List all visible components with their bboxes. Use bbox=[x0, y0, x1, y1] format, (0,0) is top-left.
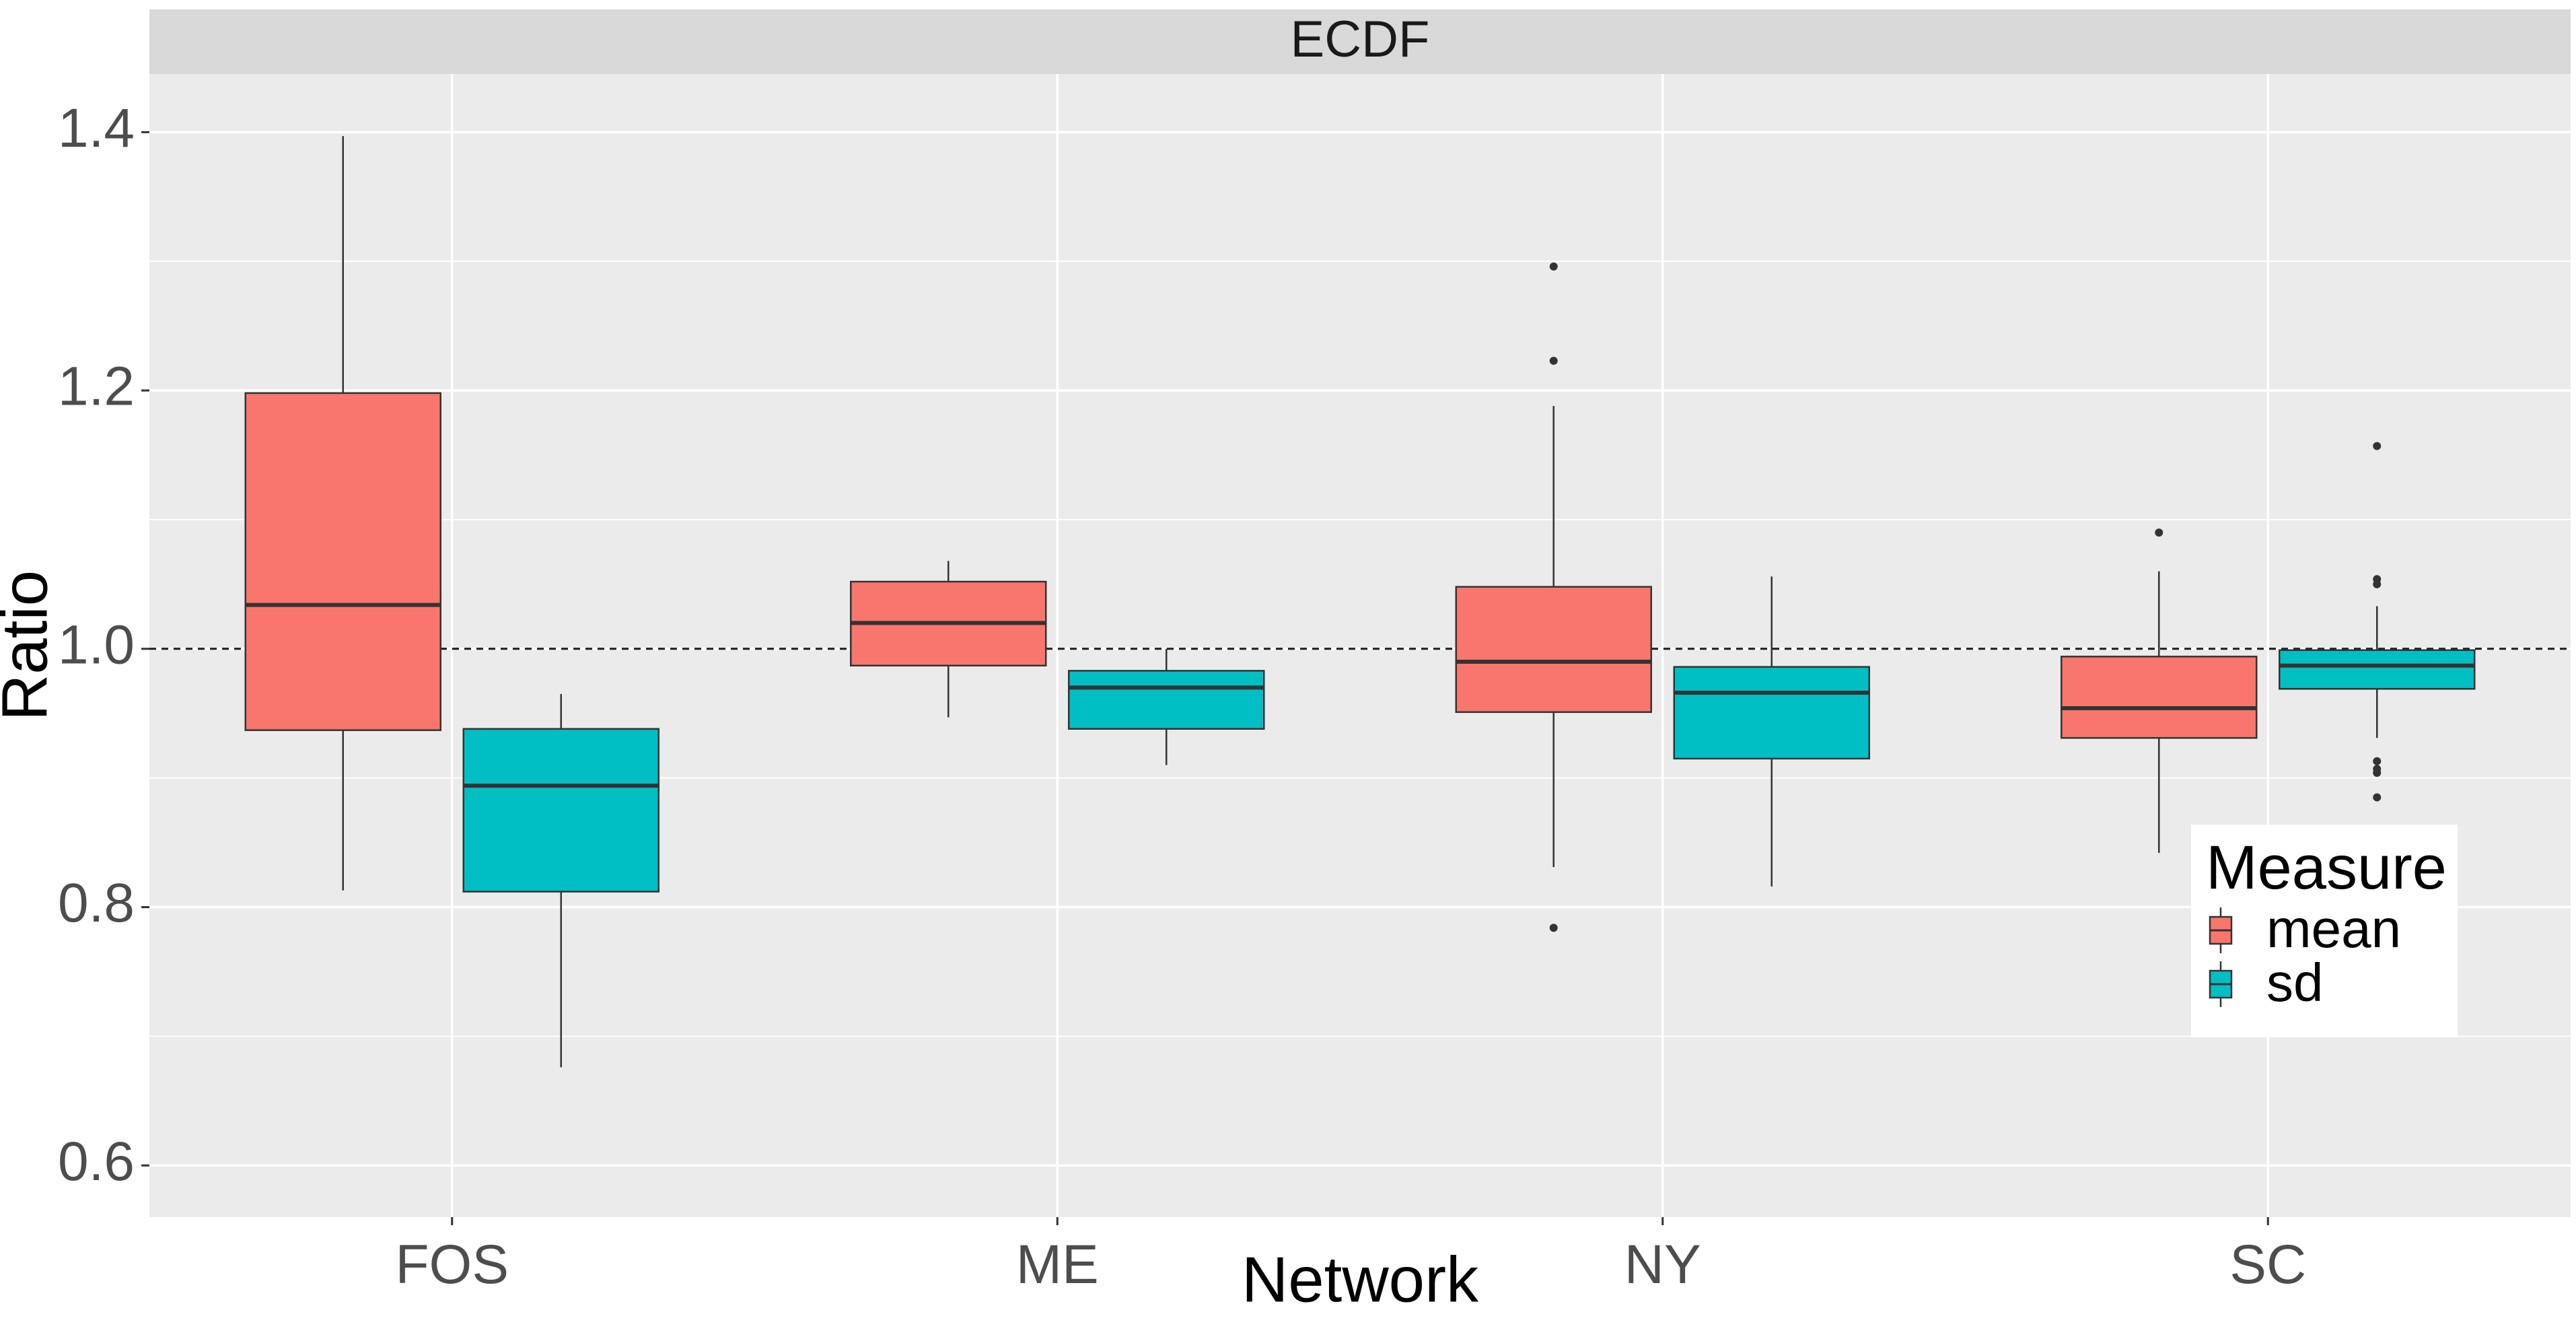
y-tick-label: 0.8 bbox=[58, 872, 135, 934]
outlier-point bbox=[2373, 757, 2382, 765]
y-axis-ticks: 0.6 0.8 1.0 1.2 1.4 bbox=[58, 98, 149, 1192]
box-mean-ME bbox=[850, 561, 1047, 718]
box-sd-SC bbox=[2279, 442, 2476, 802]
facet-strip bbox=[149, 9, 2571, 74]
box-mean-NY bbox=[1455, 262, 1652, 932]
outlier-point bbox=[2373, 793, 2382, 802]
x-axis-title: Network bbox=[1242, 1243, 1479, 1315]
box-iqr bbox=[244, 392, 441, 731]
box-mean-SC bbox=[2061, 528, 2258, 853]
y-tick-label: 1.2 bbox=[58, 356, 135, 417]
x-axis-ticks: FOS ME NY SC bbox=[395, 1217, 2306, 1295]
x-tick-label: SC bbox=[2229, 1234, 2306, 1295]
box-iqr bbox=[462, 728, 659, 893]
legend-label-mean: mean bbox=[2266, 899, 2401, 959]
legend-key-mean: mean bbox=[2209, 899, 2401, 959]
legend-key-sd: sd bbox=[2209, 953, 2324, 1012]
legend-title: Measure bbox=[2206, 833, 2447, 902]
box-iqr bbox=[1455, 586, 1652, 714]
outlier-point bbox=[1549, 924, 1558, 932]
box-sd-ME bbox=[1068, 648, 1265, 765]
outlier-point bbox=[1549, 262, 1558, 271]
outlier-point bbox=[2373, 442, 2382, 450]
x-tick-label: NY bbox=[1624, 1234, 1701, 1295]
legend-background bbox=[2191, 825, 2458, 1037]
x-tick-label: FOS bbox=[395, 1234, 509, 1295]
outlier-point bbox=[2155, 528, 2163, 537]
box-iqr bbox=[1673, 666, 1870, 760]
box-iqr bbox=[2061, 656, 2258, 739]
y-tick-label: 0.6 bbox=[58, 1131, 135, 1192]
outlier-point bbox=[1549, 356, 1558, 365]
box-iqr bbox=[2279, 649, 2476, 690]
outlier-point bbox=[2373, 768, 2382, 777]
panel-background bbox=[149, 74, 2571, 1217]
box-iqr bbox=[1068, 670, 1265, 730]
boxes bbox=[244, 136, 2476, 1068]
legend-label-sd: sd bbox=[2266, 953, 2324, 1012]
x-tick-label: ME bbox=[1016, 1234, 1099, 1295]
y-tick-label: 1.0 bbox=[58, 614, 135, 675]
facet-strip-label: ECDF bbox=[1291, 11, 1430, 68]
box-mean-FOS bbox=[244, 136, 441, 891]
box-sd-FOS bbox=[462, 693, 659, 1068]
y-tick-label: 1.4 bbox=[58, 98, 135, 159]
outlier-point bbox=[2373, 580, 2382, 588]
y-axis-title: Ratio bbox=[0, 570, 61, 721]
box-sd-NY bbox=[1673, 576, 1870, 887]
